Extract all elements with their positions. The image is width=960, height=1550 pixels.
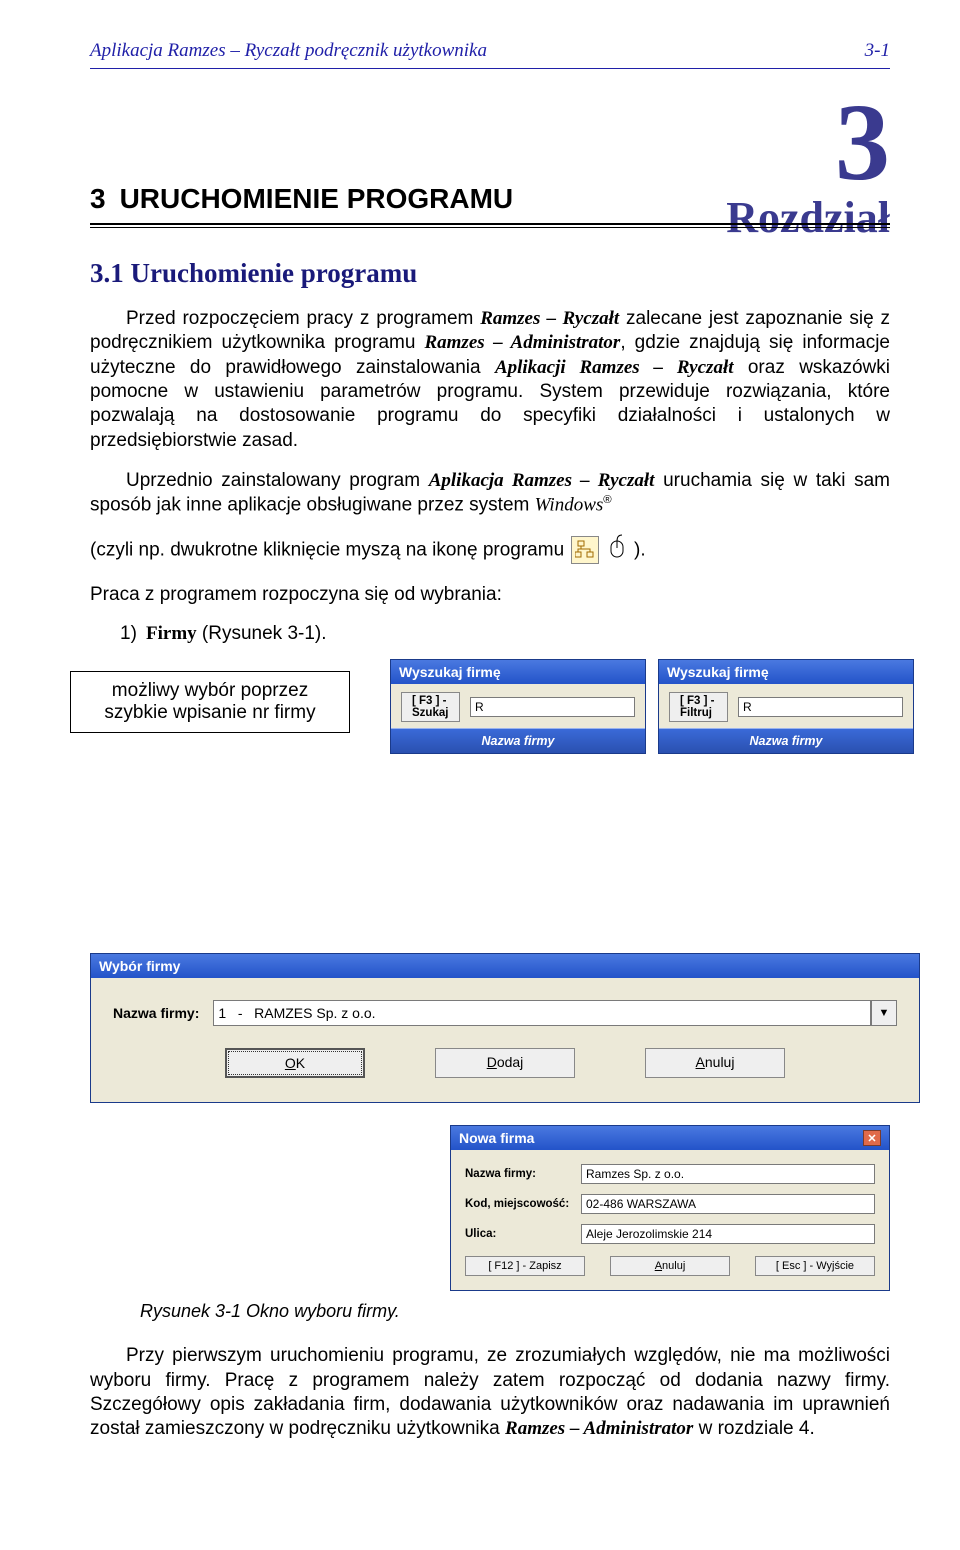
search2-f3-button[interactable]: [ F3 ] - Filtruj [669,692,728,722]
close-icon[interactable]: ✕ [863,1130,881,1146]
save-button[interactable]: [ F12 ] - Zapisz [465,1256,585,1276]
paragraph-2: Uprzednio zainstalowany program Aplikacj… [90,469,890,518]
choose-company-title: Wybór firmy [99,958,180,974]
chapter-number: 3 [90,93,890,192]
new-company-window: Nowa firma ✕ Nazwa firmy: Kod, miejscowo… [450,1125,890,1291]
search1-input[interactable] [470,697,635,717]
figure-caption: Rysunek 3-1 Okno wyboru firmy. [140,1301,890,1322]
new-company-postcode-field[interactable] [581,1194,875,1214]
ok-button[interactable]: OK [225,1048,365,1078]
search1-titlebar: Wyszukaj firmę [391,660,645,684]
search2-title: Wyszukaj firmę [667,664,769,680]
search2-input[interactable] [738,697,903,717]
new-company-title: Nowa firma [459,1130,534,1146]
search2-titlebar: Wyszukaj firmę [659,660,913,684]
header-page-num: 3-1 [865,40,890,62]
company-combo[interactable]: ▼ [213,1000,897,1026]
exit-button[interactable]: [ Esc ] - Wyjście [755,1256,875,1276]
section-rule [90,223,890,228]
section-title: URUCHOMIENIE PROGRAMU [120,183,514,215]
paragraph-3: (czyli np. dwukrotne kliknięcie myszą na… [90,534,890,567]
new-company-postcode-label: Kod, miejscowość: [465,1198,571,1210]
search1-column-header: Nazwa firmy [391,728,645,753]
new-company-street-field[interactable] [581,1224,875,1244]
search1-title: Wyszukaj firmę [399,664,501,680]
new-company-street-label: Ulica: [465,1228,571,1240]
company-combo-field[interactable] [213,1000,871,1026]
new-company-name-label: Nazwa firmy: [465,1168,571,1180]
callout-note: możliwy wybór poprzez szybkie wpisanie n… [70,671,350,733]
program-icon [571,536,599,564]
page-header: Aplikacja Ramzes – Ryczałt podręcznik uż… [90,40,890,62]
choose-company-window: Wybór firmy Nazwa firmy: ▼ OK Dodaj Anul… [90,953,920,1103]
cancel-button[interactable]: Anuluj [645,1048,785,1078]
mouse-icon [609,534,627,567]
header-rule [90,68,890,69]
subsection-heading: 3.1 Uruchomienie programu [90,258,890,289]
choose-company-titlebar: Wybór firmy [91,954,919,978]
paragraph-4: Praca z programem rozpoczyna się od wybr… [90,583,890,607]
add-button[interactable]: Dodaj [435,1048,575,1078]
search1-f3-button[interactable]: [ F3 ] - Szukaj [401,692,460,722]
header-left: Aplikacja Ramzes – Ryczałt podręcznik uż… [90,40,487,62]
paragraph-5: Przy pierwszym uruchomieniu programu, ze… [90,1344,890,1441]
search2-column-header: Nazwa firmy [659,728,913,753]
new-company-name-field[interactable] [581,1164,875,1184]
company-name-label: Nazwa firmy: [113,1005,199,1021]
search-window-1: Wyszukaj firmę [ F3 ] - Szukaj Nazwa fir… [390,659,646,754]
new-company-titlebar: Nowa firma ✕ [451,1126,889,1150]
paragraph-1: Przed rozpoczęciem pracy z programem Ram… [90,307,890,453]
list-item-1: 1)Firmy (Rysunek 3-1). [120,623,890,645]
chevron-down-icon[interactable]: ▼ [871,1000,897,1026]
section-number: 3 [90,183,106,215]
search-window-2: Wyszukaj firmę [ F3 ] - Filtruj Nazwa fi… [658,659,914,754]
new-cancel-button[interactable]: Anuluj [610,1256,730,1276]
